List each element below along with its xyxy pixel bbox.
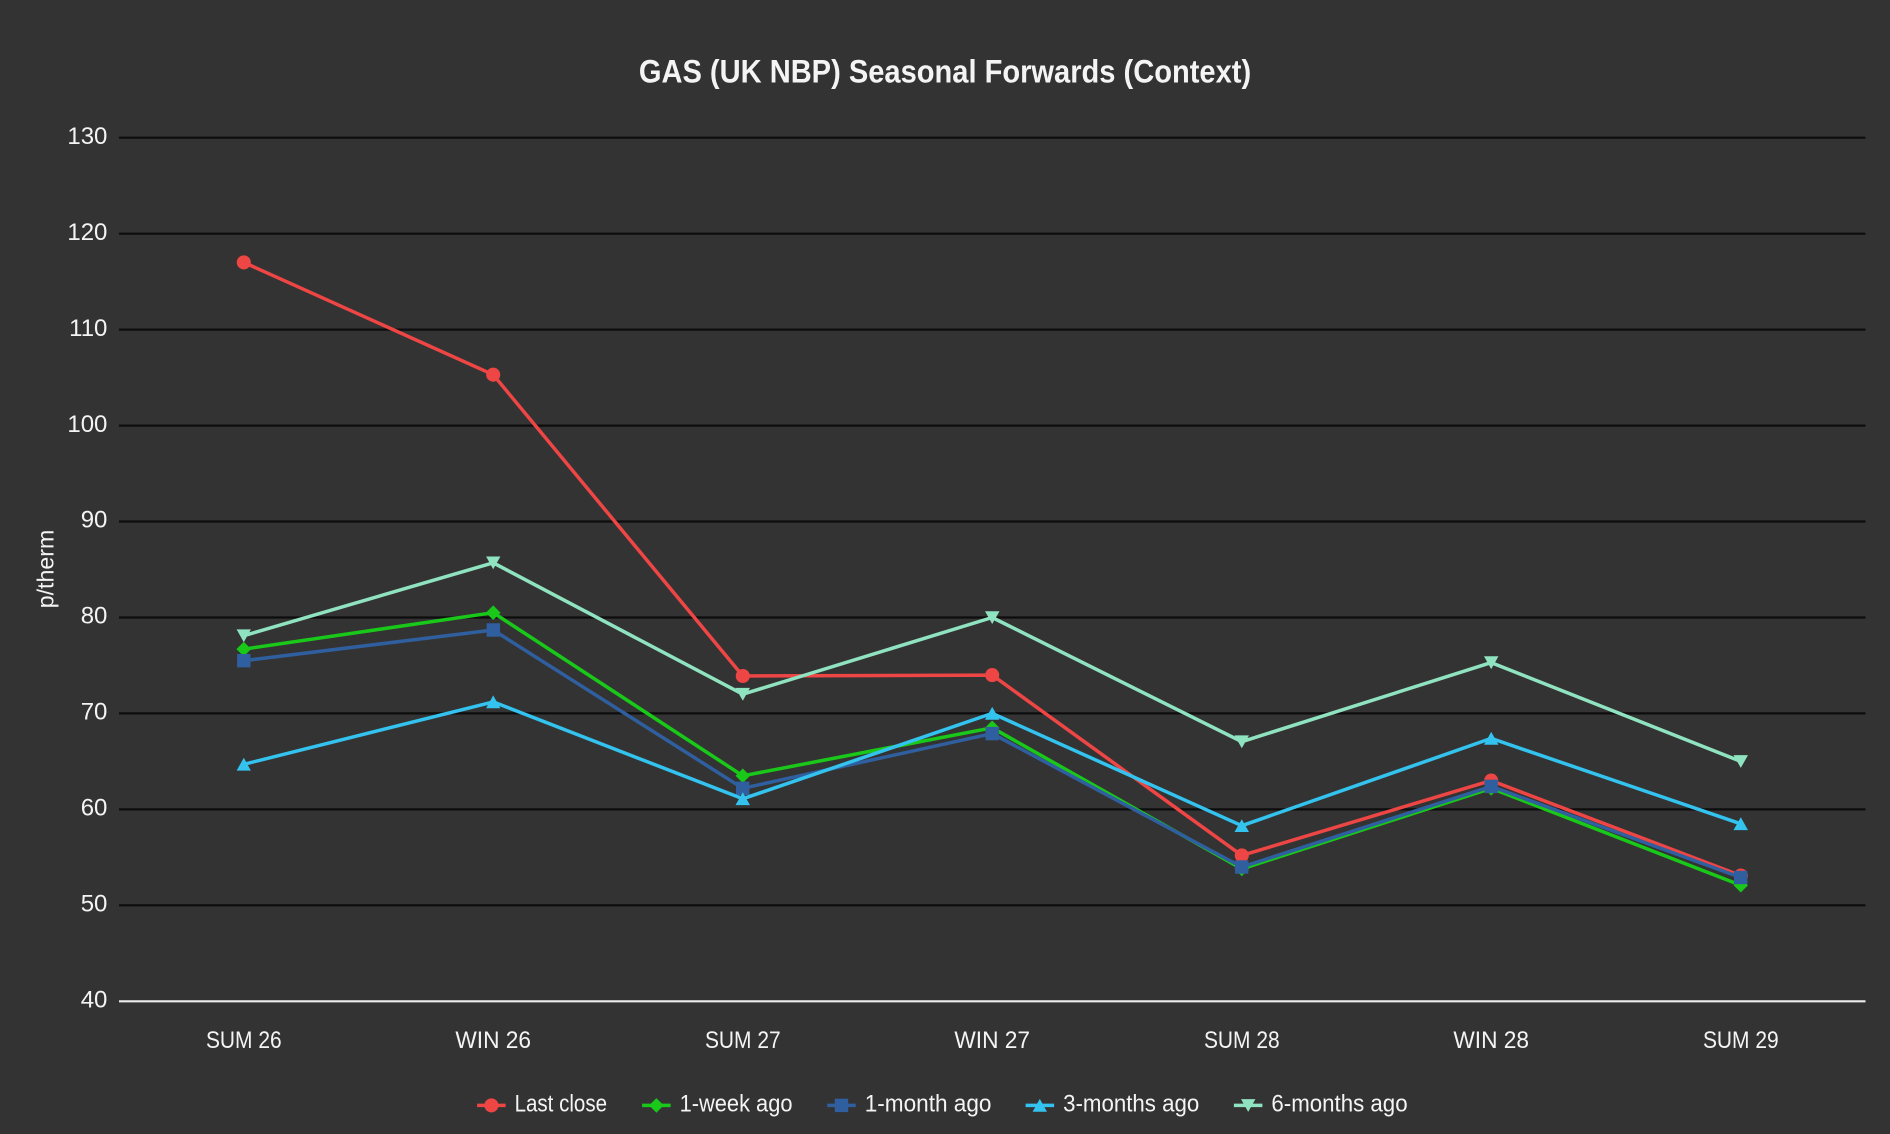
svg-text:80: 80: [81, 603, 108, 630]
svg-text:Last close: Last close: [515, 1091, 607, 1118]
svg-text:WIN 26: WIN 26: [455, 1027, 531, 1054]
svg-text:110: 110: [69, 315, 107, 342]
svg-text:60: 60: [81, 795, 108, 822]
svg-text:50: 50: [81, 891, 108, 918]
svg-text:WIN 28: WIN 28: [1453, 1027, 1529, 1054]
svg-text:p/therm: p/therm: [33, 530, 59, 609]
svg-text:90: 90: [81, 507, 108, 534]
svg-text:130: 130: [67, 123, 107, 150]
svg-text:SUM 27: SUM 27: [705, 1027, 781, 1054]
svg-text:100: 100: [67, 411, 107, 438]
svg-text:6-months ago: 6-months ago: [1271, 1091, 1407, 1118]
svg-text:120: 120: [67, 219, 107, 246]
svg-text:40: 40: [81, 987, 108, 1014]
svg-text:1-week ago: 1-week ago: [680, 1091, 793, 1118]
svg-text:WIN 27: WIN 27: [954, 1027, 1030, 1054]
svg-text:SUM 29: SUM 29: [1703, 1027, 1779, 1054]
svg-text:SUM 28: SUM 28: [1204, 1027, 1280, 1054]
svg-text:1-month ago: 1-month ago: [865, 1091, 992, 1118]
svg-text:70: 70: [81, 699, 108, 726]
svg-text:3-months ago: 3-months ago: [1063, 1091, 1199, 1118]
svg-text:GAS (UK NBP) Seasonal Forwards: GAS (UK NBP) Seasonal Forwards (Context): [639, 53, 1251, 89]
svg-text:SUM 26: SUM 26: [206, 1027, 282, 1054]
